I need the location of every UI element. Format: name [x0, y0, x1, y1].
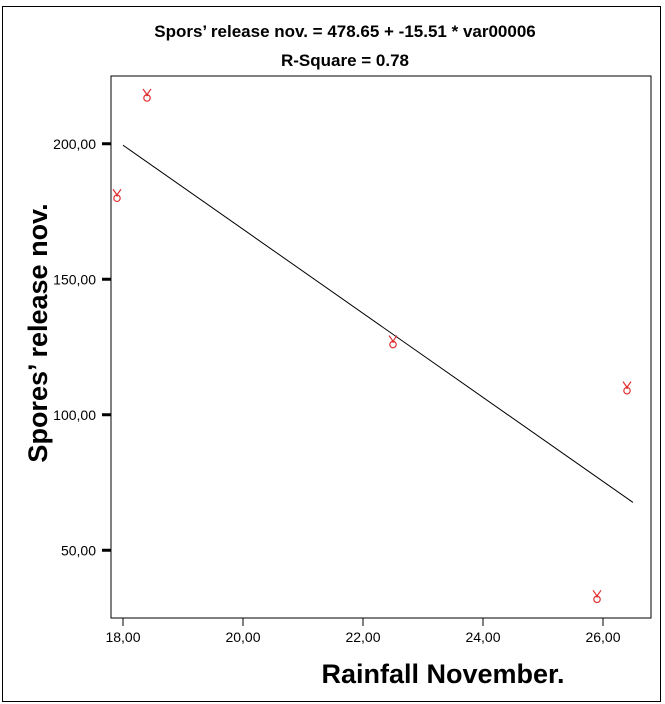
y-axis-label: Spores’ release nov. — [23, 203, 53, 462]
x-tick-label: 26,00 — [585, 629, 620, 645]
data-point — [593, 595, 601, 604]
data-points — [112, 88, 632, 604]
data-point — [623, 386, 631, 395]
chart-title: Spors’ release nov. = 478.65 + -15.51 * … — [154, 22, 536, 41]
data-point — [113, 194, 121, 203]
chart-frame — [2, 6, 661, 702]
chart-subtitle: R-Square = 0.78 — [281, 51, 409, 70]
y-tick-label: 150,00 — [53, 271, 96, 287]
x-tick-label: 18,00 — [105, 629, 140, 645]
plot-area — [110, 75, 652, 619]
x-axis: 18,00 20,00 22,00 24,00 26,00 — [105, 618, 621, 645]
x-tick-label: 24,00 — [465, 629, 500, 645]
x-axis-label: Rainfall November. — [321, 659, 564, 689]
y-tick-label: 50,00 — [61, 542, 96, 558]
y-tick-label: 100,00 — [53, 407, 96, 423]
y-tick-label: 200,00 — [53, 136, 96, 152]
data-point — [389, 340, 397, 349]
regression-line — [122, 144, 634, 503]
y-axis: 50,00 100,00 150,00 200,00 — [53, 136, 111, 558]
x-tick-label: 20,00 — [225, 629, 260, 645]
data-point — [143, 94, 151, 102]
x-tick-label: 22,00 — [345, 629, 380, 645]
